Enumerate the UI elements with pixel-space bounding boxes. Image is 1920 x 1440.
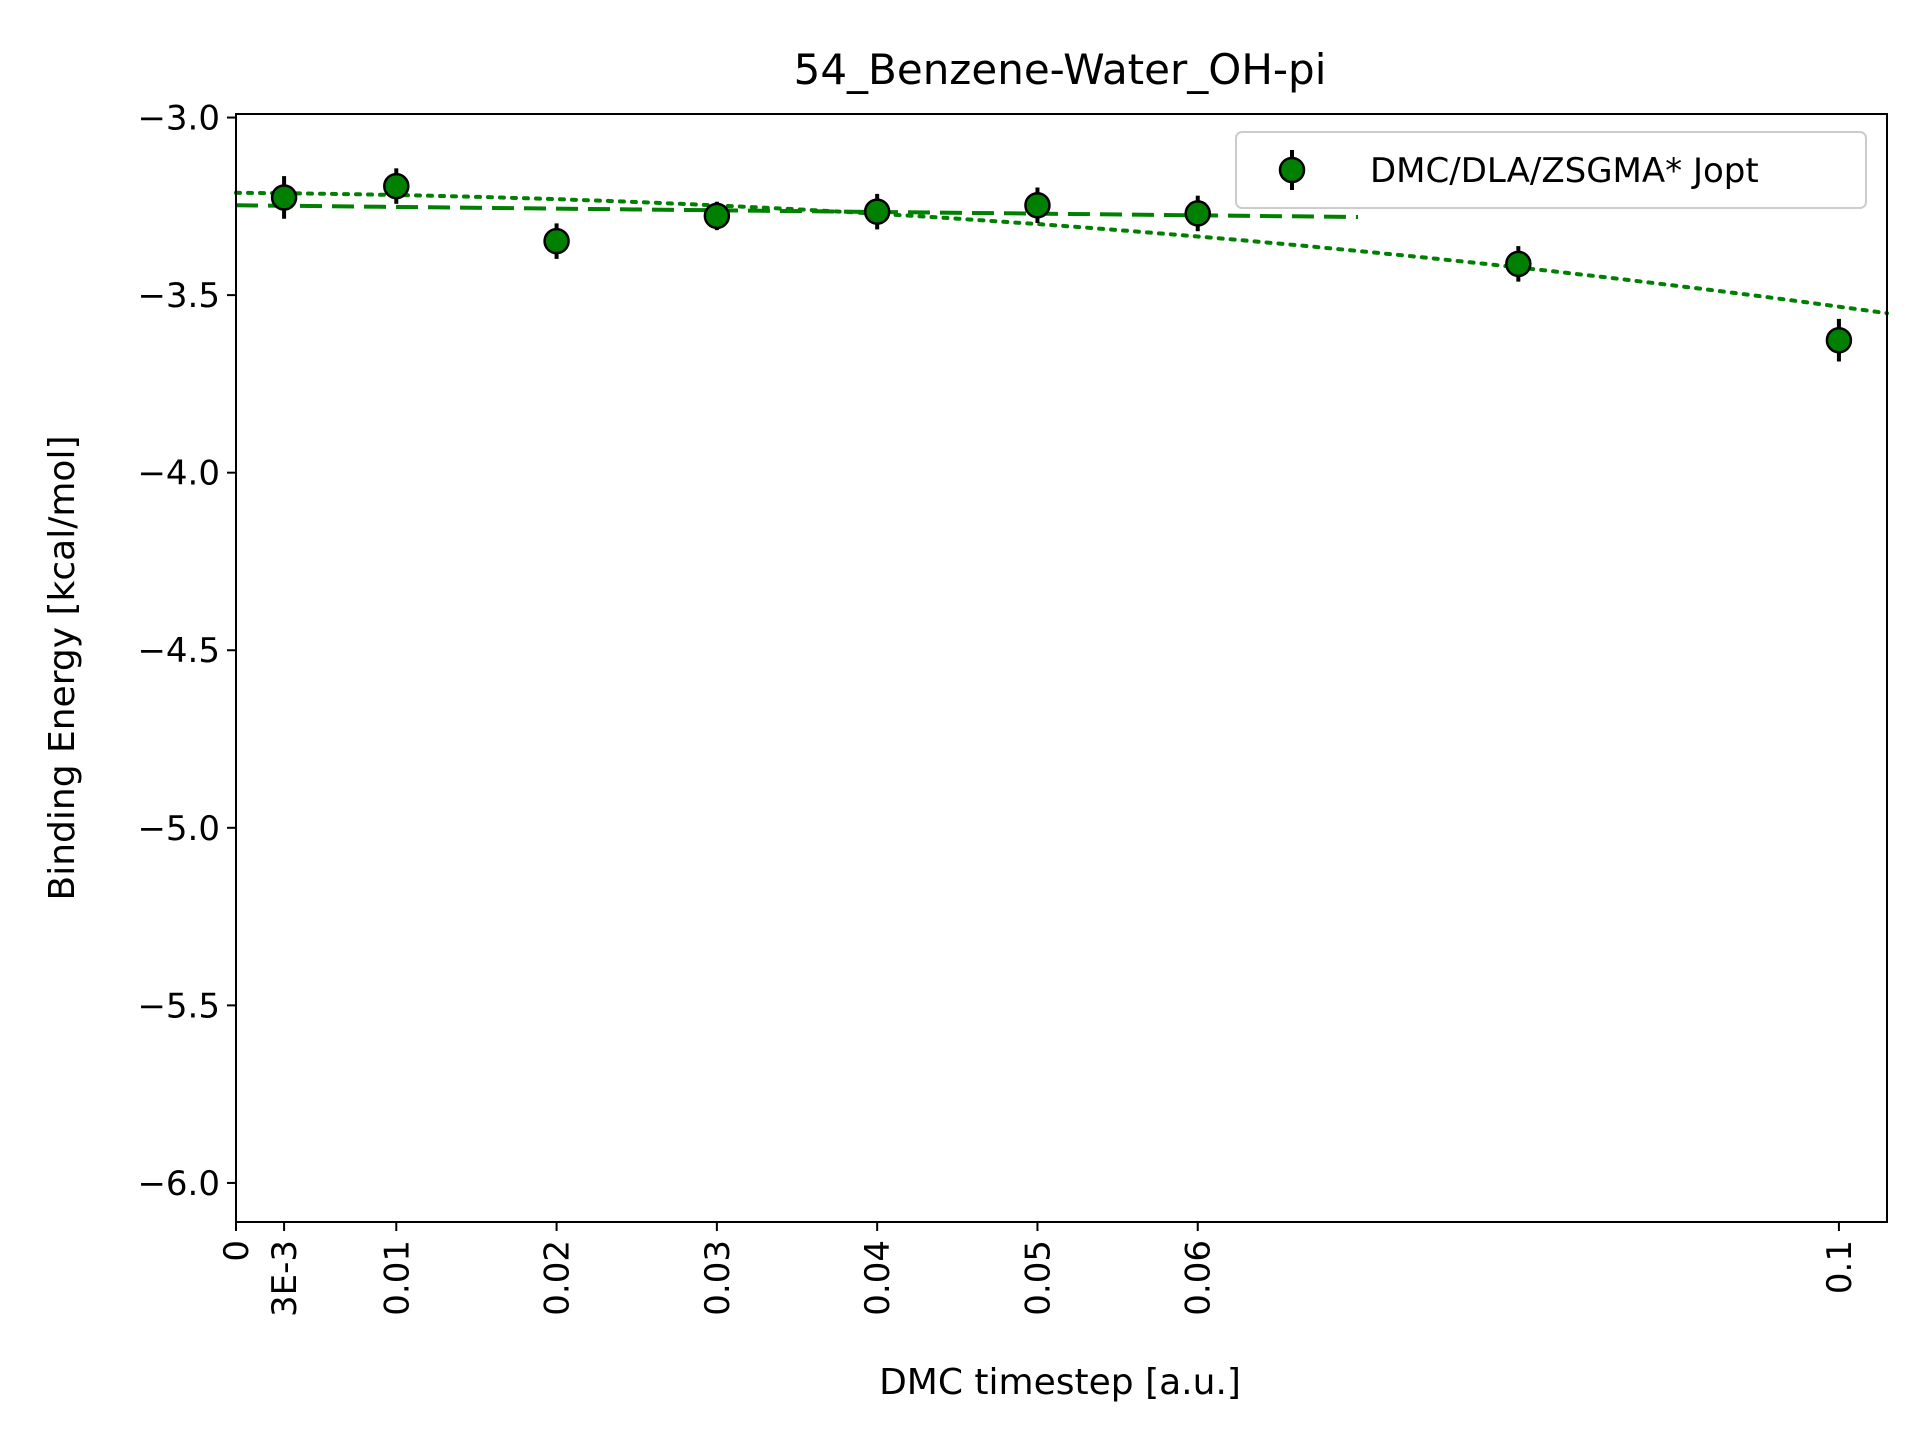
x-tick-label: 0.01	[377, 1240, 417, 1316]
legend-label: DMC/DLA/ZSGMA* Jopt	[1370, 151, 1759, 191]
plot-area	[234, 168, 1889, 362]
y-axis: −3.0 −3.5 −4.0 −4.5 −5.0 −5.5 −6.0	[137, 99, 236, 1204]
data-point	[1825, 326, 1853, 354]
linear-fit-line	[235, 203, 1359, 219]
data-point	[703, 202, 731, 230]
x-axis-label: DMC timestep [a.u.]	[879, 1362, 1241, 1403]
quadratic-fit-line	[234, 190, 1889, 316]
data-point	[1184, 200, 1211, 227]
legend-frame	[1235, 131, 1867, 209]
y-tick-label: −3.5	[137, 276, 220, 316]
data-point	[1024, 192, 1051, 219]
y-tick-label: −3.0	[137, 99, 220, 139]
y-tick-label: −6.0	[137, 1164, 220, 1204]
data-point	[270, 184, 298, 211]
y-axis-label: Binding Energy [kcal/mol]	[42, 436, 83, 901]
plot-frame	[235, 113, 1888, 1223]
x-tick-label: 3E-3	[265, 1240, 305, 1317]
x-tick-label: 0.04	[858, 1240, 898, 1316]
y-tick-label: −4.0	[137, 454, 220, 494]
legend-marker	[1278, 150, 1306, 190]
chart-title: 54_Benzene-Water_OH-pi	[794, 45, 1327, 94]
data-point	[863, 198, 891, 225]
y-tick-label: −4.5	[137, 631, 220, 671]
data-point	[1505, 250, 1532, 278]
x-axis: 0 3E-3 0.01 0.02 0.03 0.04 0.05 0.06 0.1	[217, 1222, 1860, 1317]
x-tick-label: 0.02	[538, 1240, 578, 1316]
y-tick-label: −5.5	[137, 986, 220, 1026]
y-tick-label: −5.0	[137, 809, 220, 849]
data-point	[543, 227, 570, 255]
legend: DMC/DLA/ZSGMA* Jopt	[1235, 131, 1867, 209]
x-tick-label: 0.03	[698, 1240, 738, 1316]
x-tick-label: 0.05	[1018, 1240, 1058, 1316]
x-tick-label: 0	[217, 1240, 257, 1262]
x-tick-label: 0.06	[1179, 1240, 1219, 1316]
data-point	[383, 172, 410, 200]
x-tick-label: 0.1	[1820, 1240, 1860, 1294]
legend-point	[1278, 156, 1306, 184]
